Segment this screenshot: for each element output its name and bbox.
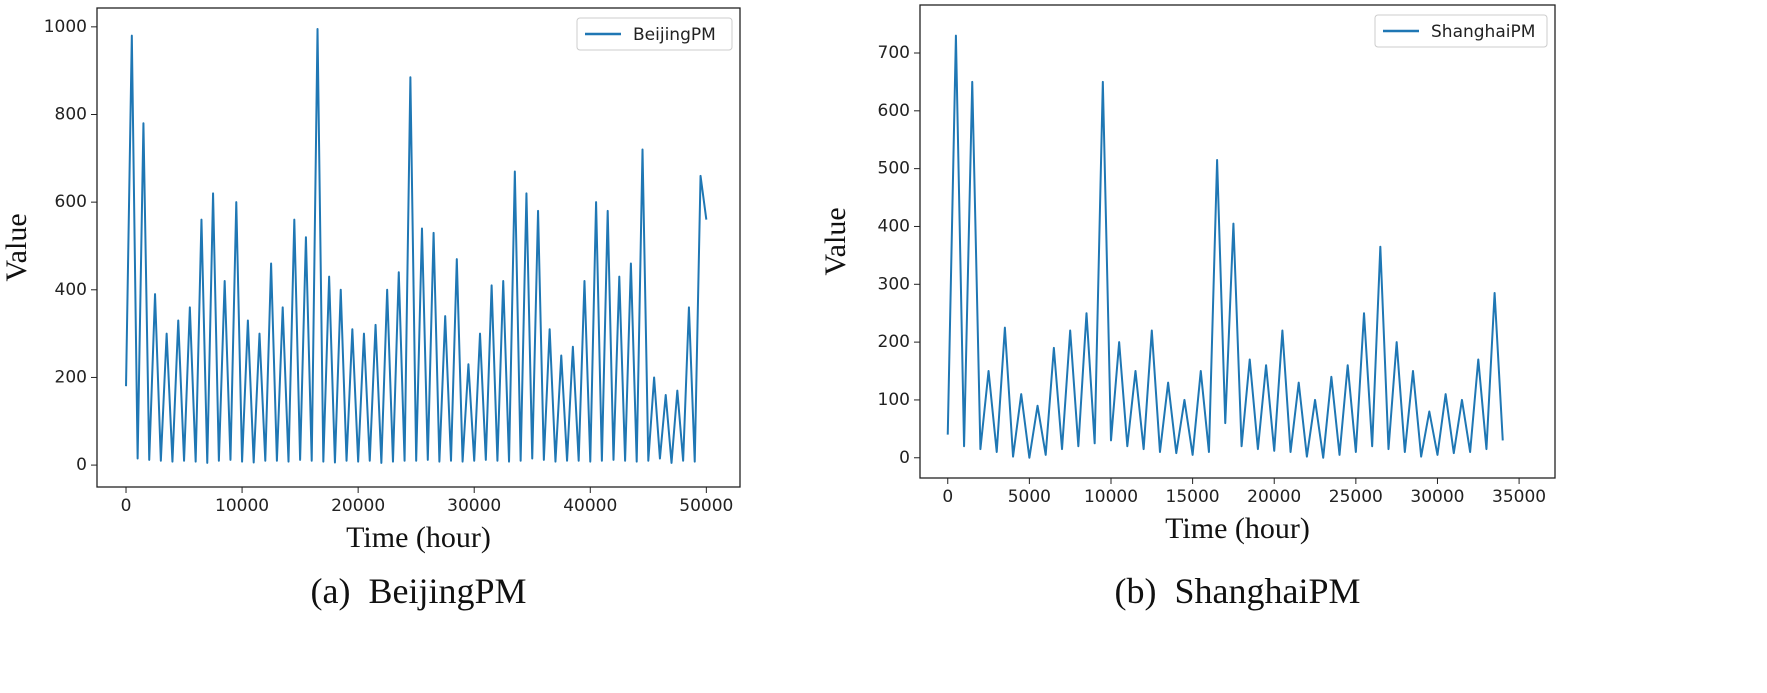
x-tick-label: 10000 <box>215 496 269 516</box>
data-line <box>125 28 708 464</box>
y-tick-label: 200 <box>878 332 910 352</box>
y-tick-label: 100 <box>878 390 910 410</box>
y-tick-label: 1000 <box>44 17 87 37</box>
x-tick-label: 40000 <box>563 496 617 516</box>
x-tick-label: 15000 <box>1166 487 1220 507</box>
x-tick-label: 30000 <box>447 496 501 516</box>
legend-label: ShanghaiPM <box>1431 22 1535 42</box>
y-axis-label: Value <box>0 213 33 281</box>
x-tick-label: 20000 <box>1247 487 1301 507</box>
x-tick-label: 0 <box>942 487 953 507</box>
y-tick-label: 400 <box>55 280 87 300</box>
plot-area <box>946 34 1504 459</box>
subplot: 0 100 200 300 400 500 600 700 0 5000 10000 15000 200… <box>819 4 1556 611</box>
x-tick-label: 0 <box>121 496 132 516</box>
legend-box <box>576 17 733 51</box>
x-tick-label: 50000 <box>679 496 733 516</box>
caption: (a) BeijingPM <box>311 571 527 611</box>
y-tick-label: 200 <box>55 367 87 387</box>
y-tick-label: 0 <box>76 455 87 475</box>
y-tick-label: 700 <box>878 43 910 63</box>
y-tick-label: 0 <box>899 448 910 468</box>
legend-box <box>1374 14 1548 48</box>
x-axis-label: Time (hour) <box>1165 512 1310 545</box>
y-tick-label: 300 <box>878 274 910 294</box>
legend-label: BeijingPM <box>633 25 716 45</box>
y-tick-label: 500 <box>878 159 910 179</box>
x-tick-label: 20000 <box>331 496 385 516</box>
axes-frame <box>919 4 1556 479</box>
axes-frame <box>96 7 741 488</box>
y-tick-label: 600 <box>55 192 87 212</box>
y-tick-label: 400 <box>878 216 910 236</box>
y-tick-label: 800 <box>55 104 87 124</box>
data-line <box>946 34 1504 459</box>
x-tick-label: 35000 <box>1492 487 1546 507</box>
y-axis-label: Value <box>819 207 852 275</box>
x-axis-label: Time (hour) <box>346 521 491 554</box>
x-tick-label: 5000 <box>1008 487 1051 507</box>
x-tick-label: 30000 <box>1410 487 1464 507</box>
x-tick-label: 10000 <box>1084 487 1138 507</box>
y-tick-label: 600 <box>878 101 910 121</box>
x-tick-label: 25000 <box>1329 487 1383 507</box>
caption: (b) ShanghaiPM <box>1115 571 1361 611</box>
plot-area <box>125 28 708 464</box>
